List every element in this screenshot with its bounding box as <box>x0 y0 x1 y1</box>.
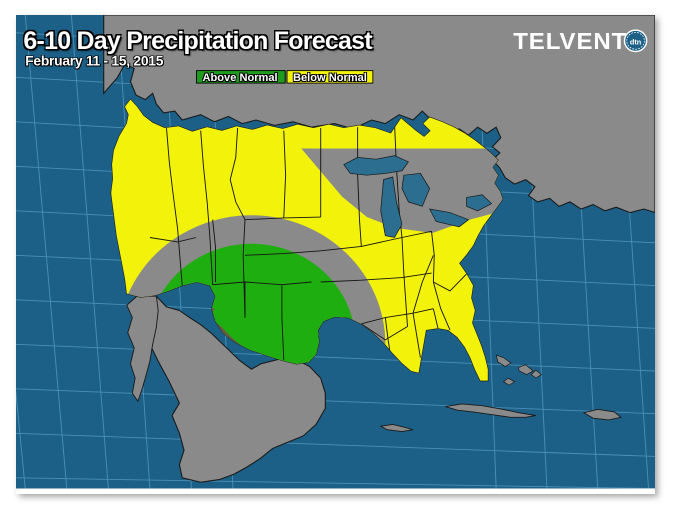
svg-text:dtn: dtn <box>630 37 641 46</box>
